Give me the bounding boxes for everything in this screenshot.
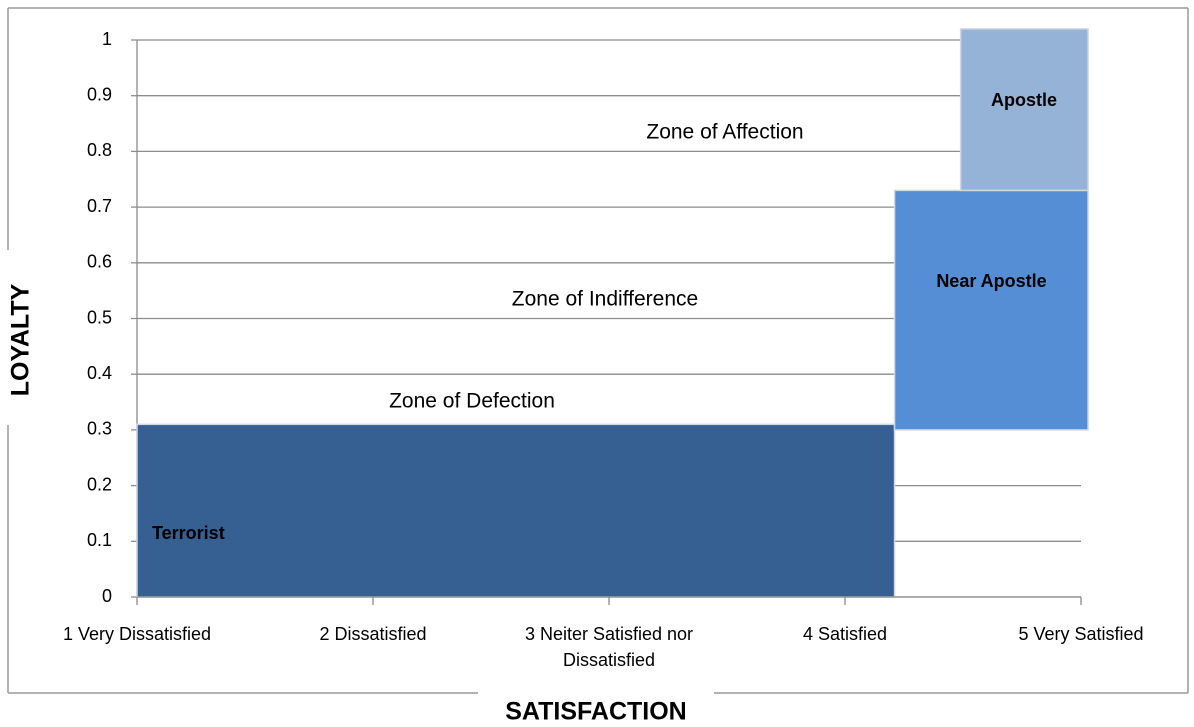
y-tick-label: 0.1 — [87, 530, 112, 550]
x-axis-title: SATISFACTION — [505, 698, 686, 726]
annotation: Zone of Defection — [389, 390, 555, 413]
y-tick-label: 0.5 — [87, 307, 112, 327]
y-axis-title: LOYALTY — [7, 283, 35, 396]
zone-rect — [893, 189, 1089, 431]
zone-label: Terrorist — [152, 523, 225, 543]
y-tick-label: 0.9 — [87, 84, 112, 104]
y-tick-label: 0.2 — [87, 474, 112, 494]
x-tick-label: 2 Dissatisfied — [319, 624, 427, 644]
zone-rect — [136, 423, 896, 598]
x-tick-label: 4 Satisfied — [802, 624, 888, 644]
frame — [7, 7, 1189, 694]
zone-rect — [959, 28, 1089, 192]
zone-label: Near Apostle — [936, 271, 1047, 291]
y-tick-label: 1 — [102, 29, 112, 49]
zone-label: Apostle — [990, 90, 1057, 110]
x-tick-label: 3 Neiter Satisfied nor Dissatisfied — [524, 624, 694, 670]
y-tick-label: 0 — [102, 586, 112, 606]
y-tick-label: 0.3 — [87, 419, 112, 439]
y-tick-label: 0.6 — [87, 252, 112, 272]
annotation: Zone of Indifference — [512, 288, 698, 311]
y-tick-label: 0.4 — [87, 363, 112, 383]
annotation: Zone of Affection — [646, 121, 803, 144]
x-tick-label: 5 Very Satisfied — [1018, 624, 1144, 644]
y-tick-label: 0.7 — [87, 196, 112, 216]
y-tick-label: 0.8 — [87, 140, 112, 160]
x-tick-label: 1 Very Dissatisfied — [62, 624, 212, 644]
